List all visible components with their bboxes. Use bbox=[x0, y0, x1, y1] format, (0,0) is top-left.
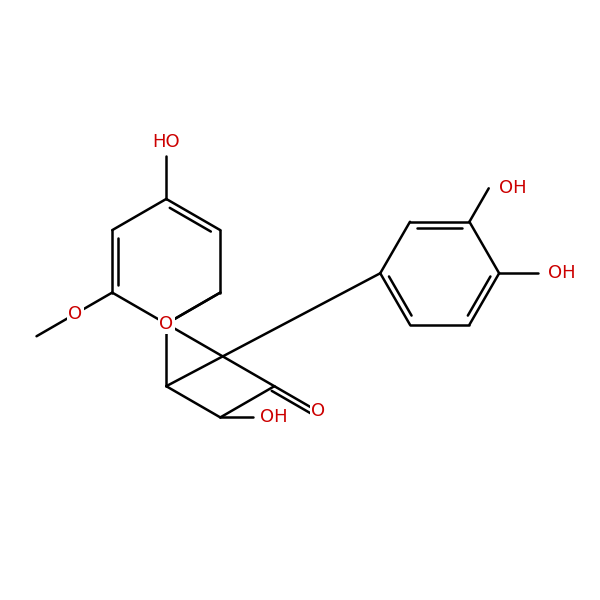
Text: OH: OH bbox=[499, 179, 526, 197]
Text: O: O bbox=[68, 305, 82, 323]
Text: HO: HO bbox=[152, 133, 180, 151]
Text: O: O bbox=[311, 403, 325, 421]
Text: OH: OH bbox=[260, 409, 287, 427]
Text: OH: OH bbox=[548, 264, 575, 282]
Text: O: O bbox=[159, 315, 173, 333]
